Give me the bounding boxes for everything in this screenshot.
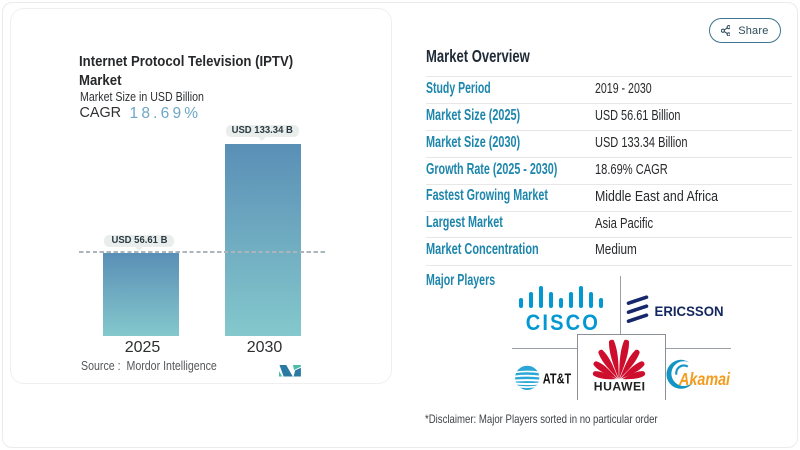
svg-text:CISCO: CISCO [526,311,600,332]
svg-text:Akamai: Akamai [678,370,730,389]
svg-text:ERICSSON: ERICSSON [655,304,724,319]
svg-text:HUAWEI: HUAWEI [594,380,646,394]
svg-text:AT&T: AT&T [543,370,571,387]
